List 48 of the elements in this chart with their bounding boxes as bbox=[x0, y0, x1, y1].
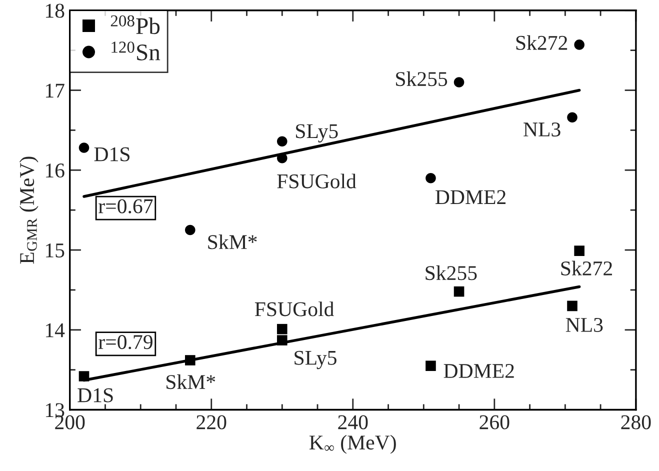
annotation: Sk272 bbox=[516, 35, 568, 50]
y-tick-label: 17 bbox=[46, 84, 64, 98]
x-tick-label: 260 bbox=[480, 415, 510, 430]
text: $^{208}$Pb bbox=[110, 15, 160, 34]
annotation: r=0.67 bbox=[98, 199, 153, 214]
annotation: D1S bbox=[94, 147, 130, 162]
annotation: NL3 bbox=[524, 122, 560, 137]
x-tick-label: 200 bbox=[55, 415, 85, 430]
y-tick-label: 15 bbox=[46, 243, 64, 258]
annotation: D1S bbox=[78, 388, 113, 402]
point bbox=[567, 300, 578, 312]
point bbox=[574, 246, 584, 256]
point bbox=[426, 360, 436, 371]
annotation: SLy5 bbox=[294, 350, 336, 370]
point bbox=[184, 224, 196, 236]
annotation: Sk255 bbox=[426, 265, 477, 280]
y-tick-label: 16 bbox=[46, 164, 64, 178]
point bbox=[276, 136, 288, 147]
annotation: FSUGold bbox=[254, 302, 334, 316]
point bbox=[78, 371, 90, 382]
annotation: Sk272 bbox=[561, 260, 612, 276]
annotation: SkM* bbox=[208, 234, 257, 250]
annotation: SLy5 bbox=[296, 124, 338, 142]
point bbox=[184, 355, 196, 366]
point bbox=[454, 77, 464, 88]
x-tick-label: 280 bbox=[621, 415, 651, 430]
x-axis-title: K$_{∞}$ (MeV) bbox=[309, 434, 396, 454]
x-tick-label: 220 bbox=[196, 415, 226, 430]
annotation: r=0.79 bbox=[98, 335, 152, 350]
point bbox=[276, 335, 288, 346]
point bbox=[276, 324, 288, 334]
point bbox=[454, 286, 464, 297]
annotation: Sk255 bbox=[396, 71, 448, 86]
legend-label: $^{120}$Sn bbox=[112, 42, 160, 60]
point bbox=[567, 112, 578, 123]
y-tick-label: 14 bbox=[46, 323, 65, 338]
y-tick-label: 13 bbox=[46, 403, 64, 418]
annotation: DDME2 bbox=[435, 190, 506, 204]
point bbox=[78, 142, 90, 153]
annotation: SkM* bbox=[166, 374, 216, 390]
annotation: FSUGold bbox=[277, 174, 356, 188]
x-tick-label: 240 bbox=[338, 415, 368, 430]
annotation: NL3 bbox=[566, 318, 603, 332]
point bbox=[574, 40, 584, 50]
y-tick-label: 18 bbox=[46, 4, 64, 18]
annotation: DDME2 bbox=[444, 364, 514, 378]
y-axis-title: E$_{GMR}$ (MeV) bbox=[19, 156, 38, 264]
point bbox=[426, 172, 436, 184]
